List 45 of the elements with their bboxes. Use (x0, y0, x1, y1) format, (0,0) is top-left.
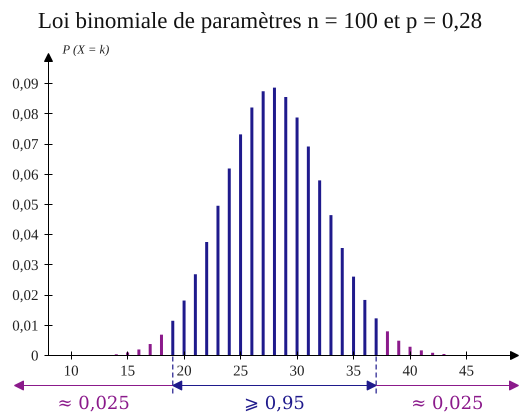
y-axis-title: P (X = k) (62, 42, 110, 56)
bar (216, 206, 220, 356)
x-tick-label: 15 (120, 364, 136, 380)
bar (205, 242, 208, 356)
bar (272, 88, 276, 356)
x-tick-label: 45 (459, 364, 474, 380)
text: ⩾ 0,95 (244, 393, 305, 414)
bar (160, 334, 163, 356)
y-tick-label: 0,01 (12, 318, 38, 334)
bar (262, 91, 265, 356)
y-tick-label: 0,09 (12, 76, 38, 93)
x-tick-label: 10 (64, 364, 79, 380)
y-tick-label: 0,02 (12, 288, 38, 304)
bar (137, 349, 140, 356)
chart-title: Loi binomiale de paramètres n = 100 et p = 0,28 (38, 8, 482, 33)
bar (148, 344, 152, 356)
bar (239, 134, 242, 356)
y-tick-label: 0,03 (12, 258, 38, 274)
bar (318, 180, 322, 356)
x-tick-label: 35 (346, 364, 362, 380)
bar (386, 331, 389, 356)
text: ≈ 0,025 (57, 393, 130, 414)
y-tick-label: 0,07 (12, 137, 39, 154)
bar (306, 146, 310, 356)
bar (363, 300, 366, 356)
bar (228, 168, 231, 356)
bar (296, 118, 299, 356)
y-tick-label: 0,05 (12, 198, 38, 214)
bar (329, 215, 332, 356)
text: ≈ 0,025 (411, 393, 484, 414)
x-tick-label: 25 (233, 364, 248, 380)
x-tick-label: 30 (290, 364, 305, 380)
bar (340, 248, 344, 356)
y-tick-label: 0,04 (12, 228, 39, 244)
bar (397, 340, 400, 356)
bar (284, 96, 288, 356)
x-tick-label: 20 (176, 364, 192, 380)
y-tick-label: 0,08 (12, 106, 38, 123)
bar (250, 108, 254, 356)
bar (194, 274, 197, 356)
y-tick-label: 0,06 (12, 167, 39, 184)
x-tick-label: 40 (402, 364, 418, 380)
bar (182, 300, 186, 356)
y-tick-label: 0 (31, 348, 38, 364)
bar (352, 276, 356, 356)
